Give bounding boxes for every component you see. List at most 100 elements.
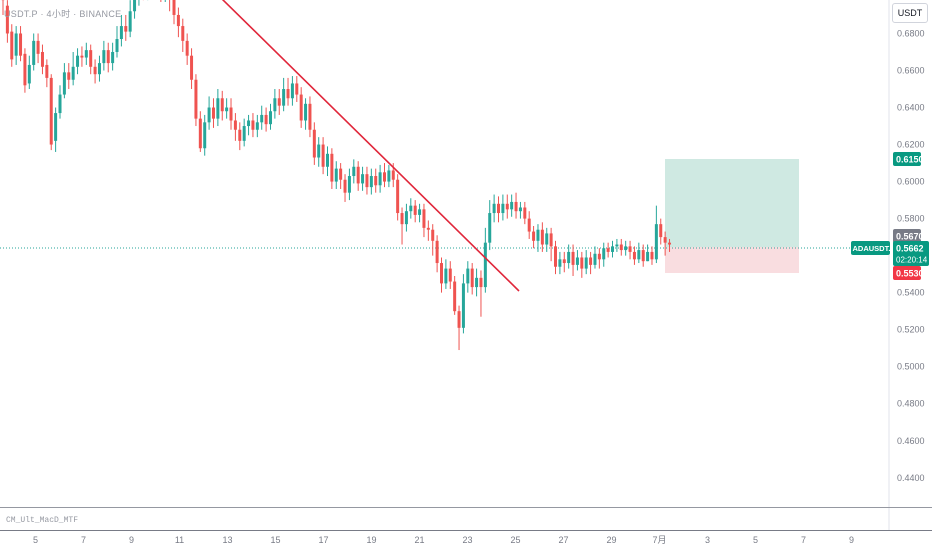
candle-body[interactable] (19, 33, 22, 55)
candle-body[interactable] (563, 259, 566, 263)
candle-body[interactable] (269, 111, 272, 124)
candle-body[interactable] (98, 63, 101, 74)
candle-body[interactable] (54, 113, 57, 141)
candle-body[interactable] (107, 50, 110, 63)
candle-body[interactable] (664, 237, 667, 243)
candle-body[interactable] (94, 67, 97, 74)
candle-body[interactable] (348, 176, 351, 193)
candle-body[interactable] (260, 115, 263, 122)
candle-body[interactable] (212, 108, 215, 119)
candle-body[interactable] (515, 202, 518, 211)
currency-button[interactable]: USDT (892, 3, 928, 23)
candle-body[interactable] (576, 257, 579, 264)
candle-body[interactable] (550, 233, 553, 246)
candle-body[interactable] (510, 202, 513, 209)
candle-body[interactable] (471, 269, 474, 288)
candle-body[interactable] (589, 257, 592, 264)
candle-body[interactable] (620, 245, 623, 251)
candle-body[interactable] (221, 98, 224, 111)
candle-body[interactable] (370, 176, 373, 187)
candle-body[interactable] (32, 41, 35, 65)
candle-body[interactable] (558, 259, 561, 266)
candle-body[interactable] (396, 180, 399, 213)
candle-body[interactable] (444, 269, 447, 284)
candle-body[interactable] (458, 311, 461, 328)
candle-body[interactable] (585, 257, 588, 268)
candle-body[interactable] (593, 254, 596, 265)
candle-body[interactable] (273, 98, 276, 111)
candle-body[interactable] (173, 0, 176, 15)
candle-body[interactable] (45, 65, 48, 78)
candle-body[interactable] (440, 263, 443, 283)
candle-body[interactable] (335, 169, 338, 182)
candle-body[interactable] (265, 115, 268, 124)
candle-body[interactable] (392, 170, 395, 179)
candle-body[interactable] (659, 224, 662, 237)
candle-body[interactable] (216, 98, 219, 118)
candle-body[interactable] (67, 72, 70, 79)
candle-body[interactable] (317, 145, 320, 158)
candle-body[interactable] (282, 89, 285, 106)
trendline[interactable] (220, 0, 519, 291)
target-price-badge[interactable]: 0.6150 (893, 152, 924, 166)
candle-body[interactable] (357, 167, 360, 184)
candle-body[interactable] (177, 15, 180, 26)
candle-body[interactable] (479, 278, 482, 287)
stop-price-badge[interactable]: 0.5530 (893, 266, 924, 280)
candle-body[interactable] (655, 224, 658, 259)
candle-body[interactable] (668, 243, 671, 245)
candle-body[interactable] (475, 278, 478, 287)
candle-body[interactable] (624, 246, 627, 250)
candle-body[interactable] (37, 41, 40, 54)
candle-body[interactable] (308, 104, 311, 130)
candle-body[interactable] (519, 207, 522, 211)
candle-body[interactable] (344, 180, 347, 193)
candle-body[interactable] (488, 213, 491, 243)
candle-body[interactable] (120, 26, 123, 39)
candle-body[interactable] (633, 252, 636, 259)
candle-body[interactable] (405, 211, 408, 224)
candle-body[interactable] (493, 204, 496, 213)
candle-body[interactable] (41, 52, 44, 67)
candle-body[interactable] (602, 248, 605, 259)
candle-body[interactable] (190, 56, 193, 80)
candle-body[interactable] (611, 246, 614, 252)
candle-body[interactable] (10, 32, 13, 60)
candle-body[interactable] (287, 89, 290, 98)
candle-body[interactable] (650, 252, 653, 259)
candle-body[interactable] (607, 248, 610, 252)
stop-zone[interactable] (665, 247, 799, 273)
candle-body[interactable] (15, 33, 18, 55)
entry-price-badge[interactable]: 0.5670 (893, 229, 924, 243)
last-price-badge[interactable]: 0.5662 02:20:14 (893, 241, 929, 266)
candle-body[interactable] (225, 108, 228, 112)
candle-body[interactable] (23, 54, 26, 85)
candle-body[interactable] (383, 172, 386, 181)
candle-body[interactable] (642, 250, 645, 261)
candle-body[interactable] (243, 126, 246, 141)
candle-body[interactable] (637, 250, 640, 259)
candle-body[interactable] (181, 26, 184, 41)
candle-body[interactable] (111, 52, 114, 63)
candle-body[interactable] (409, 206, 412, 212)
candle-body[interactable] (427, 228, 430, 230)
candle-body[interactable] (50, 78, 53, 145)
candle-body[interactable] (203, 122, 206, 148)
candle-body[interactable] (186, 41, 189, 56)
symbol-badge[interactable]: ADAUSDT.P (851, 241, 895, 255)
candle-body[interactable] (554, 246, 557, 266)
candle-body[interactable] (116, 39, 119, 52)
candle-body[interactable] (431, 230, 434, 241)
candle-body[interactable] (528, 219, 531, 232)
candle-body[interactable] (541, 230, 544, 245)
candle-body[interactable] (278, 98, 281, 105)
candle-body[interactable] (330, 154, 333, 182)
candle-body[interactable] (361, 174, 364, 183)
candle-body[interactable] (497, 204, 500, 213)
candle-body[interactable] (129, 11, 132, 31)
candle-body[interactable] (339, 169, 342, 180)
candle-body[interactable] (418, 209, 421, 215)
candle-body[interactable] (199, 119, 202, 149)
